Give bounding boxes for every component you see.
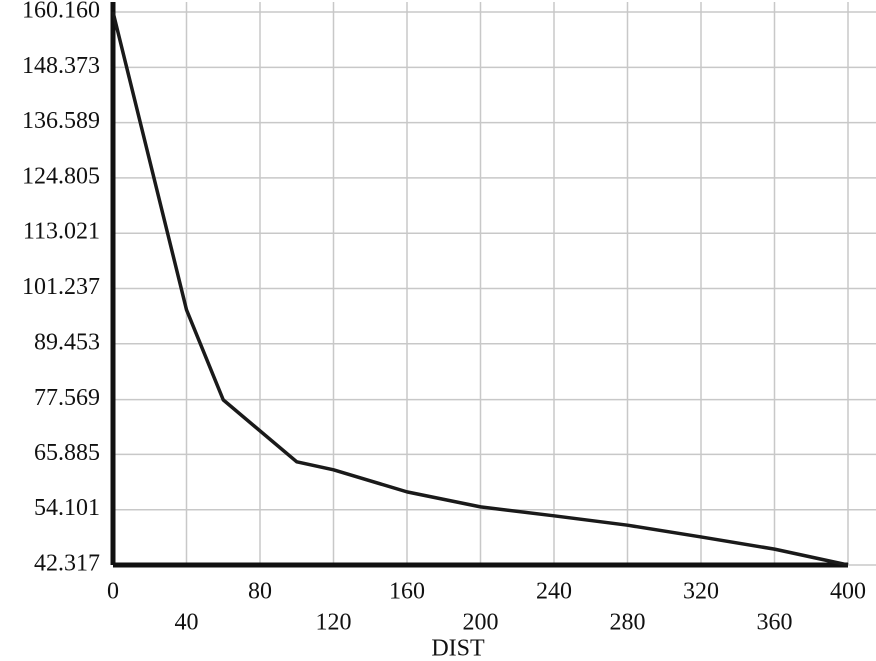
x-tick-label: 40 — [175, 610, 199, 636]
y-tick-label: 54.101 — [34, 495, 100, 521]
y-tick-label: 65.885 — [34, 440, 100, 466]
y-tick-label: 124.805 — [22, 163, 100, 189]
y-tick-label: 101.237 — [22, 274, 100, 300]
x-tick-label: 400 — [830, 579, 866, 605]
x-tick-label: 200 — [463, 610, 499, 636]
y-tick-label: 113.021 — [23, 219, 100, 245]
x-tick-label: 320 — [683, 579, 719, 605]
x-axis-label: DIST — [431, 636, 485, 661]
y-tick-label: 42.317 — [34, 551, 100, 577]
x-tick-label: 280 — [610, 610, 646, 636]
y-tick-label: 89.453 — [34, 329, 100, 355]
y-tick-label: 160.160 — [22, 0, 100, 24]
x-tick-label: 80 — [248, 579, 272, 605]
x-tick-label: 0 — [107, 579, 119, 605]
data-line — [111, 11, 849, 567]
x-tick-label: 120 — [316, 610, 352, 636]
y-tick-label: 77.569 — [34, 385, 100, 411]
x-tick-label: 360 — [757, 610, 793, 636]
y-tick-label: 136.589 — [22, 108, 100, 134]
y-tick-label: 148.373 — [22, 53, 100, 79]
x-tick-label: 240 — [536, 579, 572, 605]
x-tick-label: 160 — [389, 579, 425, 605]
